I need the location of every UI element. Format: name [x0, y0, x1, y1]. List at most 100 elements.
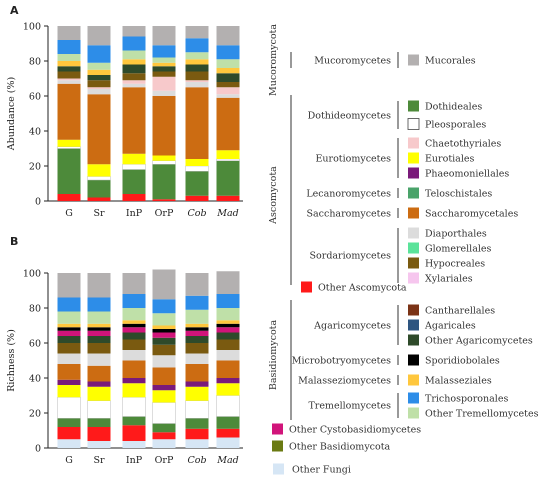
bar-segment-dothideales: [57, 418, 81, 427]
legend-item-other-fungi: Other Fungi: [273, 463, 351, 476]
bar-segment-malasseziales: [185, 59, 209, 65]
legend-label: Malasseziales: [425, 376, 492, 387]
panel-letter: A: [10, 4, 19, 17]
bar-segment-other-tremellomycetes: [216, 59, 240, 68]
legend-label: Xylariales: [425, 274, 473, 285]
bar-segment-trichosporonales: [87, 45, 111, 63]
y-tick-label: 60: [29, 92, 41, 103]
bar-segment-pleosporales: [122, 164, 146, 170]
bar-segment-dothideales: [87, 180, 111, 198]
y-tick-label: 20: [29, 409, 41, 420]
bar-segment-dothideales: [185, 418, 209, 429]
bar-stack-sr: [87, 26, 111, 201]
bar-segment-mucorales: [185, 26, 209, 39]
class-eurotiomycetes: Eurotiomycetes: [315, 138, 399, 178]
legend-swatch: [272, 440, 283, 452]
bar-segment-dothideales: [87, 418, 111, 427]
bar-segment-diaporthales: [57, 353, 81, 364]
legend-item-chaetothyriales: Chaetothyriales: [408, 137, 501, 150]
bar-stack-sr: [87, 273, 111, 448]
legend-item-other-cystobasidiomycetes: Other Cystobasidiomycetes: [272, 423, 421, 436]
bar-segment-diaporthales: [87, 353, 111, 366]
legend-label: Other Basidiomycota: [289, 442, 391, 453]
y-tick-label: 80: [29, 304, 41, 315]
bar-segment-trichosporonales: [122, 294, 146, 308]
bar-segment-saccharomycetales: [87, 94, 111, 165]
class-tremellomycetes: Tremellomycetes: [308, 393, 399, 418]
legend-swatch: [408, 167, 419, 179]
legend-label: Glomerellales: [425, 244, 492, 255]
bar-segment-other-agaricomycetes: [216, 73, 240, 82]
bar-segment-eurotiales: [122, 153, 146, 165]
class-label: Dothideomycetes: [308, 111, 391, 122]
bar-segment-other-cystobasidiomycetes: [152, 332, 176, 338]
legend-label: Sporidiobolales: [425, 356, 500, 367]
bar-segment-pleosporales: [87, 176, 111, 181]
bar-segment-mucorales: [87, 26, 111, 46]
bar-segment-sporidiobolales: [87, 327, 111, 331]
bar-segment-eurotiales: [87, 164, 111, 177]
bar-segment-other-tremellomycetes: [152, 313, 176, 326]
legend-label: Other Agaricomycetes: [425, 336, 533, 347]
bar-segment-other-ascomycota: [216, 428, 240, 438]
y-tick-label: 100: [23, 269, 41, 280]
bar-segment-other-tremellomycetes: [122, 308, 146, 321]
bar-segment-pleosporales: [216, 395, 240, 417]
bar-segment-chaetothyriales: [122, 80, 146, 84]
bar-segment-pleosporales: [122, 397, 146, 417]
bar-segment-trichosporonales: [216, 294, 240, 308]
class-label: Tremellomycetes: [308, 401, 391, 412]
legend-swatch: [301, 281, 312, 293]
bar-segment-saccharomycetales: [122, 360, 146, 378]
bar-segment-sporidiobolales: [152, 329, 176, 333]
bar-segment-hypocreales: [216, 339, 240, 350]
bar-segment-saccharomycetales: [216, 360, 240, 378]
bar-segment-saccharomycetales: [87, 365, 111, 382]
phylum-label: Ascomycota: [268, 166, 279, 225]
legend-item-xylariales: Xylariales: [408, 272, 473, 285]
bar-segment-saccharomycetales: [185, 87, 209, 159]
legend-swatch: [408, 242, 419, 254]
legend-item-diaporthales: Diaporthales: [408, 227, 487, 240]
bar-segment-eurotiales: [185, 386, 209, 401]
bar-stack-g: [57, 273, 81, 448]
bar-segment-mucorales: [185, 273, 209, 296]
legend-label: Chaetothyriales: [425, 139, 501, 150]
phylum-ascomycota: Ascomycota: [268, 95, 292, 285]
panel-a: A Abundance (%) 0 20 40 60 80 100 G Sr InP OrP Cob Ma…: [6, 4, 243, 219]
bar-segment-other-cystobasidiomycetes: [57, 330, 81, 336]
x-tick-label: Mad: [216, 208, 238, 219]
legend-swatch: [408, 100, 419, 112]
legend-label: Cantharellales: [425, 306, 495, 317]
bar-segment-trichosporonales: [87, 297, 111, 312]
bar-segment-phaeomoniellales: [57, 379, 81, 385]
x-tick-label: Mad: [216, 455, 238, 466]
bar-segment-other-tremellomycetes: [152, 57, 176, 63]
legend-item-agaricales: Agaricales: [408, 319, 476, 332]
bar-stack-mad: [216, 271, 240, 448]
bar-segment-eurotiales: [152, 390, 176, 403]
bar-segment-other-tremellomycetes: [216, 308, 240, 321]
bar-segment-other-ascomycota: [57, 427, 81, 440]
bar-segment-diaporthales: [185, 82, 209, 88]
class-microbotryomycetes: Microbotryomycetes: [292, 355, 399, 367]
legend-swatch: [408, 152, 419, 164]
legend-label: Other Ascomycota: [318, 283, 407, 294]
legend-item-saccharomycetales: Saccharomycetales: [408, 207, 518, 220]
bar-segment-dothideales: [57, 148, 81, 194]
bar-segment-trichosporonales: [152, 299, 176, 314]
bar-segment-malasseziales: [122, 320, 146, 324]
bar-segment-other-ascomycota: [185, 195, 209, 201]
legend-item-phaeomoniellales: Phaeomoniellales: [408, 167, 509, 180]
bar-segment-other-agaricomycetes: [122, 332, 146, 340]
bar-segment-other-cystobasidiomycetes: [122, 327, 146, 333]
legend-item-eurotiales: Eurotiales: [408, 152, 474, 165]
bar-segment-pleosporales: [87, 400, 111, 419]
bar-segment-other-tremellomycetes: [185, 52, 209, 60]
class-label: Saccharomycetes: [307, 209, 392, 220]
bar-segment-saccharomycetales: [57, 83, 81, 140]
bar-segment-malasseziales: [87, 69, 111, 75]
legend-item-sporidiobolales: Sporidiobolales: [408, 354, 500, 367]
legend-swatch: [272, 423, 283, 435]
bar-segment-eurotiales: [185, 159, 209, 166]
